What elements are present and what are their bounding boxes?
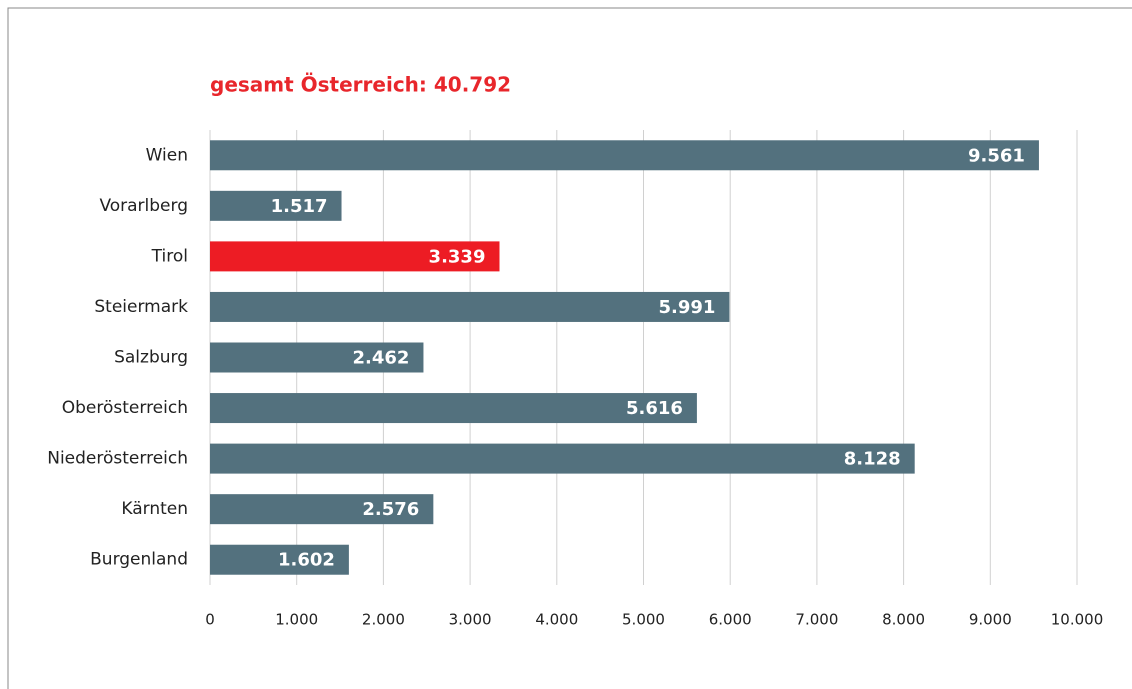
bar xyxy=(210,140,1039,171)
x-tick-label: 7.000 xyxy=(795,611,838,629)
bar xyxy=(210,190,342,221)
y-tick-label: Wien xyxy=(146,145,188,165)
y-tick-label: Salzburg xyxy=(114,348,188,368)
y-tick-label: Oberösterreich xyxy=(62,398,188,418)
x-tick-label: 8.000 xyxy=(882,611,925,629)
x-tick-label: 10.000 xyxy=(1051,611,1104,629)
x-tick-label: 9.000 xyxy=(969,611,1012,629)
bar xyxy=(210,393,697,424)
x-tick-label: 4.000 xyxy=(535,611,578,629)
x-tick-label: 5.000 xyxy=(622,611,665,629)
bar xyxy=(210,494,434,525)
x-tick-label: 0 xyxy=(205,611,215,629)
value-label: 2.462 xyxy=(353,348,410,369)
x-tick-label: 2.000 xyxy=(362,611,405,629)
bar xyxy=(210,342,424,373)
value-label: 5.616 xyxy=(626,398,683,419)
y-tick-label: Niederösterreich xyxy=(47,449,188,469)
y-tick-label: Kärnten xyxy=(121,499,188,519)
value-label: 1.517 xyxy=(271,196,328,217)
y-tick-label: Vorarlberg xyxy=(99,196,188,216)
value-label: 3.339 xyxy=(429,246,486,267)
bar xyxy=(210,241,500,272)
x-tick-label: 6.000 xyxy=(709,611,752,629)
value-label: 5.991 xyxy=(658,297,715,318)
value-label: 2.576 xyxy=(362,499,419,520)
bar xyxy=(210,291,730,322)
x-tick-label: 3.000 xyxy=(449,611,492,629)
bar xyxy=(210,443,915,474)
x-tick-label: 1.000 xyxy=(275,611,318,629)
frame xyxy=(7,7,1132,689)
y-tick-label: Tirol xyxy=(151,246,188,266)
bar xyxy=(210,544,349,575)
y-tick-label: Steiermark xyxy=(94,297,188,317)
y-tick-label: Burgenland xyxy=(90,550,188,570)
value-label: 8.128 xyxy=(844,449,901,470)
value-label: 9.561 xyxy=(968,145,1025,166)
chart-title: gesamt Österreich: 40.792 xyxy=(210,73,511,97)
value-label: 1.602 xyxy=(278,550,335,571)
